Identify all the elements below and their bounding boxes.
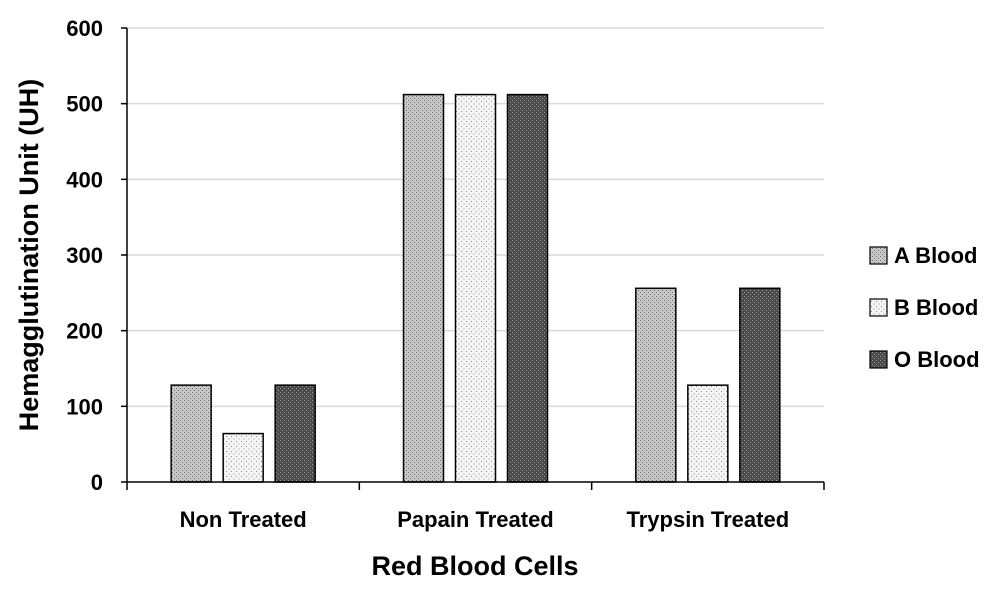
bar bbox=[170, 384, 212, 483]
bar bbox=[739, 287, 781, 483]
legend-swatch bbox=[869, 350, 888, 369]
y-tick-label: 0 bbox=[91, 470, 103, 495]
bar bbox=[635, 287, 677, 483]
axes bbox=[121, 27, 825, 490]
x-axis-title: Red Blood Cells bbox=[371, 551, 578, 581]
bar bbox=[274, 384, 316, 483]
bar bbox=[402, 93, 445, 483]
x-tick-label: Papain Treated bbox=[397, 507, 554, 532]
y-tick-label: 400 bbox=[66, 167, 103, 192]
legend: A Blood B Blood O Blood bbox=[869, 243, 980, 372]
legend-swatch bbox=[869, 298, 888, 317]
y-tick-label: 600 bbox=[66, 16, 103, 41]
tick-labels: 0 100 200 300 400 500 600 Non Treated Papain Tre… bbox=[66, 16, 789, 532]
x-tick-label: Trypsin Treated bbox=[627, 507, 790, 532]
legend-label: B Blood bbox=[894, 295, 978, 320]
bar bbox=[687, 384, 729, 483]
legend-swatch bbox=[869, 246, 888, 265]
y-tick-label: 500 bbox=[66, 92, 103, 117]
legend-label: O Blood bbox=[894, 347, 980, 372]
bars bbox=[170, 93, 781, 483]
bar bbox=[222, 432, 264, 483]
x-tick-label: Non Treated bbox=[180, 507, 307, 532]
y-tick-label: 300 bbox=[66, 243, 103, 268]
legend-label: A Blood bbox=[894, 243, 978, 268]
y-tick-label: 100 bbox=[66, 394, 103, 419]
y-axis-title: Hemagglutination Unit (UH) bbox=[14, 79, 44, 431]
bar bbox=[506, 93, 549, 483]
y-tick-label: 200 bbox=[66, 319, 103, 344]
bar bbox=[454, 93, 497, 483]
